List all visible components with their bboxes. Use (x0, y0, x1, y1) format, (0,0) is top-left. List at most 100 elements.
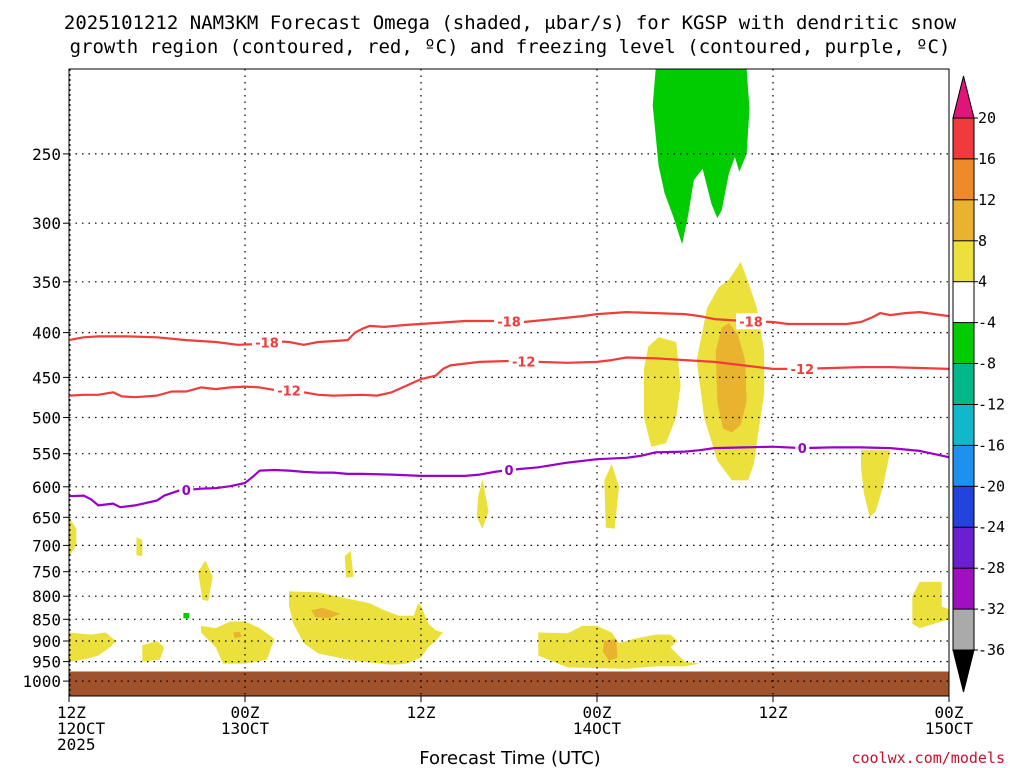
omega-plus4-p8 (344, 550, 354, 578)
colorbar-label-1: 16 (978, 150, 996, 168)
y-axis-ticks: 250 300 350 400 450 500 550 600 650 700 750 800 850 9… (22, 145, 69, 691)
omega-plus4-p6 (201, 621, 275, 664)
contour-label-bg-minus12-0 (274, 382, 304, 399)
ytick-label-300: 300 (32, 214, 61, 233)
contour-label-zero-0: 0 (182, 484, 191, 499)
colorbar-top-arrow (952, 75, 975, 119)
omega-plus4-p2 (69, 632, 116, 662)
grid-layer (69, 69, 949, 696)
omega-plus4-left (643, 337, 681, 447)
xtick-label-1-1: 13OCT (221, 719, 270, 738)
contour-label-minus12-0: -12 (277, 385, 301, 400)
omega-plus4-p5 (198, 560, 213, 601)
colorbar-segment-11 (952, 567, 975, 611)
xtick-label-3-1: 14OCT (573, 719, 622, 738)
colorbar-segment-8 (952, 444, 975, 488)
omega-plus4-p3 (136, 537, 143, 557)
contour-label-minus12-1: -12 (512, 355, 536, 370)
colorbar-label-13: -36 (978, 641, 1005, 659)
omega-shading-layer (69, 69, 949, 669)
contour-label-bg-minus12-1 (508, 353, 539, 370)
omega-minus4-upper (652, 69, 750, 245)
ytick-label-350: 350 (32, 273, 61, 292)
colorbar-segment-1 (952, 158, 975, 201)
ytick-label-900: 900 (32, 632, 61, 651)
colorbar-label-9: -20 (978, 477, 1005, 495)
omega-plus8-p2 (233, 631, 243, 638)
ytick-label-700: 700 (32, 536, 61, 555)
colorbar-bottom-arrow (952, 649, 975, 693)
ground-layer (69, 671, 949, 696)
omega-plus8-low (602, 638, 618, 661)
colorbar-label-2: 12 (978, 191, 996, 209)
contour-label-minus12-2: -12 (791, 363, 815, 378)
colorbar-label-0: 20 (978, 109, 996, 127)
xtick-label-0-2: 2025 (57, 735, 96, 754)
omega-plus8-p1 (311, 607, 341, 619)
xtick-label-3-0: 00Z (583, 703, 612, 722)
colorbar-segment-2 (952, 199, 975, 242)
ytick-label-250: 250 (32, 145, 61, 164)
x-axis-label: Forecast Time (UTC) (419, 748, 600, 768)
credit-text: coolwx.com/models (851, 749, 1005, 767)
omega-plus4-p1 (69, 517, 77, 557)
colorbar-segment-3 (952, 240, 975, 283)
contour-label-zero-2: 0 (798, 442, 807, 457)
colorbar-label-6: -8 (978, 355, 996, 373)
contour-label-zero-1: 0 (504, 464, 513, 479)
colorbar-segment-4 (952, 281, 975, 324)
ytick-label-800: 800 (32, 587, 61, 606)
colorbar-segment-5 (952, 322, 975, 365)
xtick-label-2-0: 12Z (407, 703, 436, 722)
plot-area: -18 -18 -18 -12 -12 -12 0 0 0 (68, 68, 950, 697)
xtick-label-5-0: 00Z (935, 703, 964, 722)
omega-plus4-p12 (861, 450, 891, 518)
ground-fill (69, 671, 949, 696)
colorbar-label-5: -4 (978, 314, 996, 332)
colorbar-segment-6 (952, 363, 975, 406)
chart-title-line2: growth region (contoured, red, ºC) and f… (70, 36, 951, 58)
ytick-label-600: 600 (32, 478, 61, 497)
xtick-label-4-0: 12Z (759, 703, 788, 722)
contour-label-minus18-2: -18 (739, 315, 763, 330)
ytick-label-400: 400 (32, 324, 61, 343)
omega-plus4-p11 (604, 464, 619, 529)
ytick-label-750: 750 (32, 563, 61, 582)
colorbar-label-4: 4 (978, 273, 987, 291)
colorbar-label-3: 8 (978, 232, 987, 250)
contour-minus12 (68, 356, 950, 399)
contour-label-bg-zero-2 (795, 440, 810, 457)
colorbar: 20 16 12 8 4 -4 -8 -12 -16 -20 -24 -28 -32 -36 (952, 75, 1005, 693)
xtick-label-0-0: 12Z (57, 703, 86, 722)
omega-plus4-p9 (476, 479, 489, 529)
colorbar-label-7: -12 (978, 396, 1005, 414)
contour-layer: -18 -18 -18 -12 -12 -12 0 0 0 (68, 311, 950, 509)
colorbar-segment-9 (952, 485, 975, 529)
omega-plus4-p4 (142, 641, 165, 662)
colorbar-segment-0 (952, 117, 975, 160)
xtick-label-0-1: 12OCT (57, 719, 106, 738)
chart-title-line1: 2025101212 NAM3KM Forecast Omega (shaded… (64, 12, 957, 34)
xtick-label-5-1: 15OCT (925, 719, 974, 738)
colorbar-label-11: -28 (978, 559, 1005, 577)
plot-frame (68, 68, 950, 697)
omega-plus4-p13 (912, 581, 949, 629)
contour-label-minus18-0: -18 (255, 337, 279, 352)
contour-label-bg-zero-1 (502, 462, 516, 478)
colorbar-label-12: -32 (978, 600, 1005, 618)
omega-plus8-core (715, 323, 747, 433)
colorbar-segment-10 (952, 526, 975, 570)
ytick-label-550: 550 (32, 445, 61, 464)
colorbar-label-10: -24 (978, 518, 1005, 536)
ytick-label-850: 850 (32, 610, 61, 629)
colorbar-label-8: -16 (978, 436, 1005, 454)
xtick-label-1-0: 00Z (231, 703, 260, 722)
contour-label-bg-minus18-1 (494, 313, 524, 330)
colorbar-segment-12 (952, 608, 975, 651)
contour-label-bg-zero-0 (179, 482, 194, 498)
ytick-label-1000: 1000 (22, 672, 61, 691)
omega-minus4-small (183, 613, 190, 619)
ytick-label-450: 450 (32, 368, 61, 387)
